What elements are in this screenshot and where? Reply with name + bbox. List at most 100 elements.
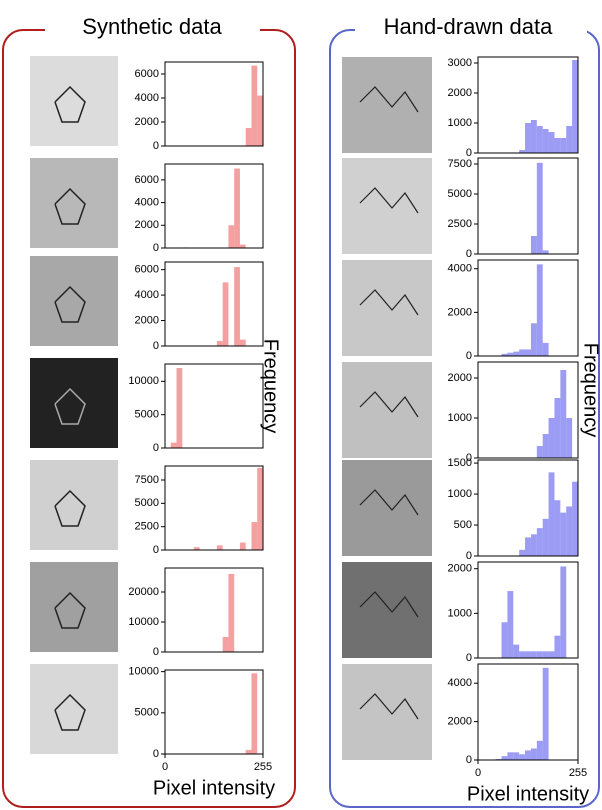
histogram-bar xyxy=(525,750,531,760)
y-tick-label: 5000 xyxy=(135,497,159,509)
y-tick-label: 10000 xyxy=(128,666,159,678)
y-tick-label: 0 xyxy=(153,242,159,254)
histogram-bar xyxy=(176,368,183,448)
panel-title: Synthetic data xyxy=(82,14,222,39)
molecule-sketch xyxy=(359,86,419,113)
y-tick-label: 2000 xyxy=(135,116,159,128)
histogram-bar xyxy=(525,123,531,153)
histogram-bar xyxy=(536,528,543,556)
axes-frame xyxy=(164,261,264,347)
y-tick-label: 6000 xyxy=(135,174,159,186)
y-tick-label: 1000 xyxy=(448,488,472,500)
molecule-sketch xyxy=(54,187,86,225)
molecule-sketch xyxy=(359,289,419,316)
histogram-bar xyxy=(542,667,549,760)
y-tick-label: 0 xyxy=(466,652,472,664)
histogram-bar xyxy=(251,522,258,550)
x-axis-label: Pixel intensity xyxy=(467,783,589,805)
histogram-bar xyxy=(542,129,549,153)
sample-image xyxy=(30,56,118,146)
histogram-bar xyxy=(525,349,531,356)
histogram-bar xyxy=(519,754,526,760)
histogram-bar xyxy=(542,434,549,458)
y-tick-label: 7500 xyxy=(135,474,159,486)
molecule-sketch xyxy=(54,85,86,123)
title-backdrop xyxy=(355,15,587,45)
histogram-bar xyxy=(193,547,200,550)
y-tick-label: 4000 xyxy=(135,289,159,301)
sample-image xyxy=(30,562,118,652)
y-tick-label: 0 xyxy=(466,754,472,766)
y-tick-label: 10000 xyxy=(128,616,159,628)
histogram-bar xyxy=(554,635,561,658)
axes-frame xyxy=(164,61,264,147)
histogram-bar xyxy=(234,168,240,248)
y-tick-label: 4000 xyxy=(448,263,472,275)
histogram-bar xyxy=(566,126,573,153)
histogram-bar xyxy=(234,267,240,346)
histogram-bar xyxy=(530,323,537,356)
histogram-bar xyxy=(513,644,520,658)
y-tick-label: 2000 xyxy=(448,563,472,575)
y-axis-label: Frequency xyxy=(580,343,602,438)
x-tick-label: 255 xyxy=(569,767,587,779)
y-tick-label: 6000 xyxy=(135,68,159,80)
molecule-sketch xyxy=(359,187,419,214)
molecule-sketch xyxy=(54,693,86,731)
title-backdrop xyxy=(45,15,260,45)
axes-frame xyxy=(477,561,579,659)
histogram-bar xyxy=(530,651,537,658)
sample-image xyxy=(342,362,432,458)
y-tick-label: 0 xyxy=(153,646,159,658)
histogram-bar xyxy=(501,622,508,658)
axes-frame xyxy=(164,363,264,449)
histogram-bar xyxy=(536,264,543,356)
y-tick-label: 2000 xyxy=(448,87,472,99)
sample-image xyxy=(30,158,118,248)
molecule-sketch xyxy=(54,489,86,527)
histogram-bar xyxy=(554,138,561,153)
histogram-bar xyxy=(216,545,223,550)
y-tick-label: 0 xyxy=(153,544,159,556)
sample-image xyxy=(342,562,432,658)
histogram-bar xyxy=(530,120,537,153)
histogram-bar xyxy=(566,418,573,458)
histogram-bar xyxy=(507,752,514,760)
histogram-bar xyxy=(548,132,555,153)
histogram-bar xyxy=(239,339,246,346)
y-axis-label: Frequency xyxy=(260,339,282,434)
axes-frame xyxy=(477,259,579,357)
y-tick-label: 2500 xyxy=(135,521,159,533)
histogram-bar xyxy=(548,472,555,556)
histogram-bar xyxy=(222,637,229,652)
histogram-bar xyxy=(507,352,514,356)
y-tick-label: 0 xyxy=(466,550,472,562)
histogram-bar xyxy=(566,506,573,556)
sample-image xyxy=(342,664,432,760)
y-tick-label: 20000 xyxy=(128,586,159,598)
sample-image xyxy=(30,664,118,754)
histogram-bar xyxy=(548,651,555,658)
histogram-bar xyxy=(530,748,537,760)
histogram-bar xyxy=(560,138,567,153)
sample-image xyxy=(342,158,432,254)
y-tick-label: 0 xyxy=(466,452,472,464)
y-tick-label: 1500 xyxy=(448,457,472,469)
histogram-bar xyxy=(536,740,543,760)
histogram-bar xyxy=(542,342,549,356)
histogram-bar xyxy=(251,673,258,754)
axes-frame xyxy=(477,56,579,154)
axes-frame xyxy=(164,465,264,551)
molecule-sketch xyxy=(359,391,419,418)
sample-image xyxy=(342,260,432,356)
x-tick-label: 255 xyxy=(254,761,272,773)
y-tick-label: 1000 xyxy=(448,412,472,424)
histogram-bar xyxy=(228,574,235,652)
y-tick-label: 2500 xyxy=(448,218,472,230)
histogram-bar xyxy=(548,418,555,458)
histogram-bar xyxy=(554,500,561,556)
histogram-bar xyxy=(560,566,567,658)
molecule-sketch xyxy=(359,591,419,618)
histogram-bar xyxy=(222,282,229,346)
histogram-bar xyxy=(239,244,246,248)
